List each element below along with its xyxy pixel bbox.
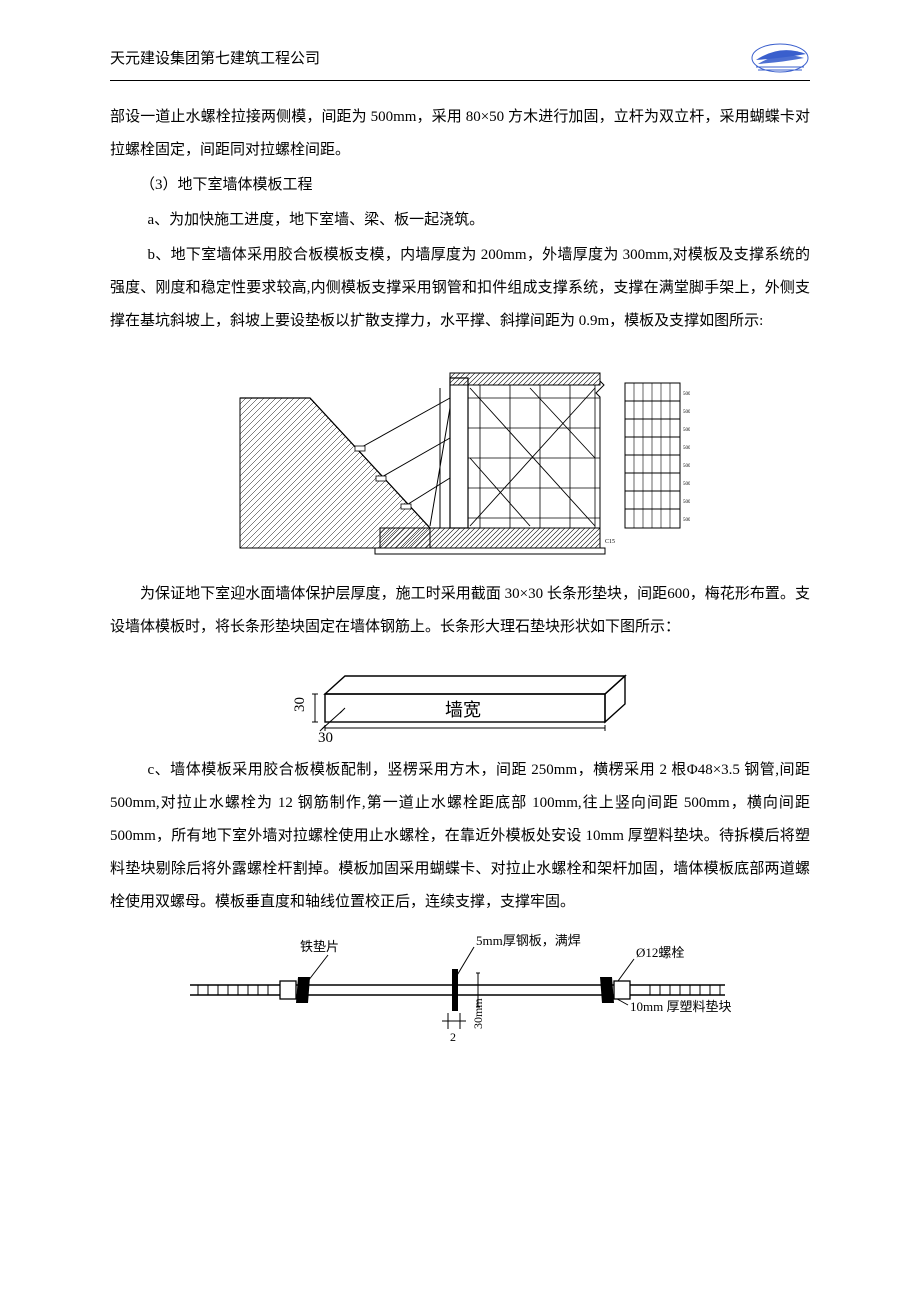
paragraph-4: b、地下室墙体采用胶合板模板支模，内墙厚度为 200mm，外墙厚度为 300mm… — [110, 239, 810, 338]
svg-text:500: 500 — [683, 392, 690, 397]
paragraph-3: a、为加快施工进度，地下室墙、梁、板一起浇筑。 — [110, 204, 810, 237]
dim-30mm: 30mm — [471, 998, 485, 1029]
label-steel: 5mm厚钢板，满焊 — [476, 933, 581, 948]
label-plastic: 10mm 厚塑料垫块 — [630, 999, 731, 1014]
c15-label: C15 — [605, 539, 615, 545]
svg-text:500: 500 — [683, 518, 690, 523]
spacer-block-diagram: 30 30 墙宽 — [110, 654, 810, 744]
svg-text:500: 500 — [683, 464, 690, 469]
page-header: 天元建设集团第七建筑工程公司 — [110, 40, 810, 81]
paragraph-2: （3）地下室墙体模板工程 — [110, 169, 810, 202]
label-bolt: Ø12螺栓 — [636, 945, 684, 960]
label-iron: 铁垫片 — [300, 939, 339, 954]
block-label: 墙宽 — [445, 700, 481, 720]
svg-text:500: 500 — [683, 500, 690, 505]
paragraph-5: 为保证地下室迎水面墙体保护层厚度，施工时采用截面 30×30 长条形垫块，间距6… — [110, 578, 810, 644]
paragraph-1: 部设一道止水螺栓拉接两侧模，间距为 500mm，采用 80×50 方木进行加固，… — [110, 101, 810, 167]
dim-height: 30 — [292, 697, 308, 712]
svg-text:500: 500 — [683, 428, 690, 433]
svg-text:500: 500 — [683, 410, 690, 415]
company-name: 天元建设集团第七建筑工程公司 — [110, 43, 320, 76]
dim-depth: 30 — [318, 730, 333, 744]
formwork-section-diagram: C15 500 500 — [110, 348, 810, 568]
svg-text:500: 500 — [683, 446, 690, 451]
dim-gap: 2 — [450, 1030, 456, 1044]
waterstop-bolt-diagram: 铁垫片 5mm厚钢板，满焊 Ø12螺栓 10mm 厚塑料垫块 — [110, 929, 810, 1049]
svg-text:500: 500 — [683, 482, 690, 487]
company-logo — [750, 40, 810, 76]
paragraph-6: c、墙体模板采用胶合板模板配制，竖楞采用方木，间距 250mm，横楞采用 2 根… — [110, 754, 810, 919]
